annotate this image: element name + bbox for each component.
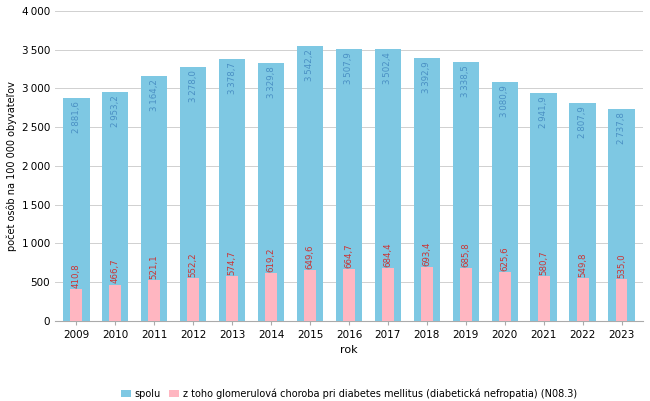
Bar — [304, 271, 316, 321]
Y-axis label: počet osôb na 100 000 obyvateľov: počet osôb na 100 000 obyvateľov — [7, 81, 18, 251]
Bar — [452, 62, 479, 321]
Text: 3 080,9: 3 080,9 — [500, 85, 509, 117]
Bar — [180, 67, 207, 321]
Bar — [374, 49, 401, 321]
Text: 2 807,9: 2 807,9 — [578, 106, 587, 138]
Bar — [460, 268, 472, 321]
Bar — [141, 76, 168, 321]
Text: 649,6: 649,6 — [306, 245, 315, 269]
Bar — [491, 82, 518, 321]
Text: 2 881,6: 2 881,6 — [72, 101, 81, 133]
Text: 619,2: 619,2 — [266, 247, 276, 271]
Bar — [538, 276, 549, 321]
Bar — [343, 269, 355, 321]
X-axis label: rok: rok — [340, 345, 358, 355]
Bar — [413, 58, 440, 321]
Bar — [608, 109, 635, 321]
Text: 3 338,5: 3 338,5 — [462, 65, 471, 97]
Bar — [499, 272, 511, 321]
Text: 664,7: 664,7 — [344, 243, 354, 268]
Bar — [258, 63, 284, 321]
Text: 3 278,0: 3 278,0 — [188, 70, 198, 102]
Text: 3 502,4: 3 502,4 — [384, 53, 393, 85]
Text: 2 953,2: 2 953,2 — [111, 95, 120, 127]
Bar — [102, 92, 129, 321]
Text: 684,4: 684,4 — [384, 242, 393, 267]
Bar — [219, 59, 245, 321]
Bar — [335, 49, 362, 321]
Text: 574,7: 574,7 — [227, 251, 237, 275]
Bar — [421, 267, 433, 321]
Text: 549,8: 549,8 — [578, 253, 587, 277]
Text: 535,0: 535,0 — [617, 253, 626, 278]
Text: 3 329,8: 3 329,8 — [266, 66, 276, 98]
Legend: spolu, z toho glomerulová choroba pri diabetes mellitus (diabetická nefropatia) : spolu, z toho glomerulová choroba pri di… — [118, 385, 580, 401]
Bar — [109, 285, 121, 321]
Bar — [63, 97, 90, 321]
Text: 3 392,9: 3 392,9 — [422, 61, 432, 93]
Text: 466,7: 466,7 — [111, 259, 120, 284]
Bar — [226, 276, 238, 321]
Text: 552,2: 552,2 — [188, 252, 198, 277]
Bar — [577, 278, 588, 321]
Text: 625,6: 625,6 — [500, 247, 509, 271]
Bar — [569, 103, 596, 321]
Bar — [265, 273, 277, 321]
Text: 2 941,9: 2 941,9 — [540, 96, 548, 128]
Bar — [187, 278, 199, 321]
Text: 3 507,9: 3 507,9 — [344, 52, 354, 84]
Text: 3 542,2: 3 542,2 — [306, 49, 315, 81]
Text: 521,1: 521,1 — [150, 255, 159, 279]
Text: 3 378,7: 3 378,7 — [227, 62, 237, 94]
Text: 580,7: 580,7 — [540, 250, 548, 275]
Text: 2 737,8: 2 737,8 — [617, 112, 626, 144]
Bar — [148, 280, 160, 321]
Text: 410,8: 410,8 — [72, 263, 81, 288]
Text: 693,4: 693,4 — [422, 241, 432, 266]
Bar — [297, 47, 323, 321]
Text: 3 164,2: 3 164,2 — [150, 79, 159, 111]
Bar — [530, 93, 557, 321]
Bar — [70, 289, 82, 321]
Bar — [382, 268, 394, 321]
Bar — [616, 279, 627, 321]
Text: 685,8: 685,8 — [462, 242, 471, 267]
